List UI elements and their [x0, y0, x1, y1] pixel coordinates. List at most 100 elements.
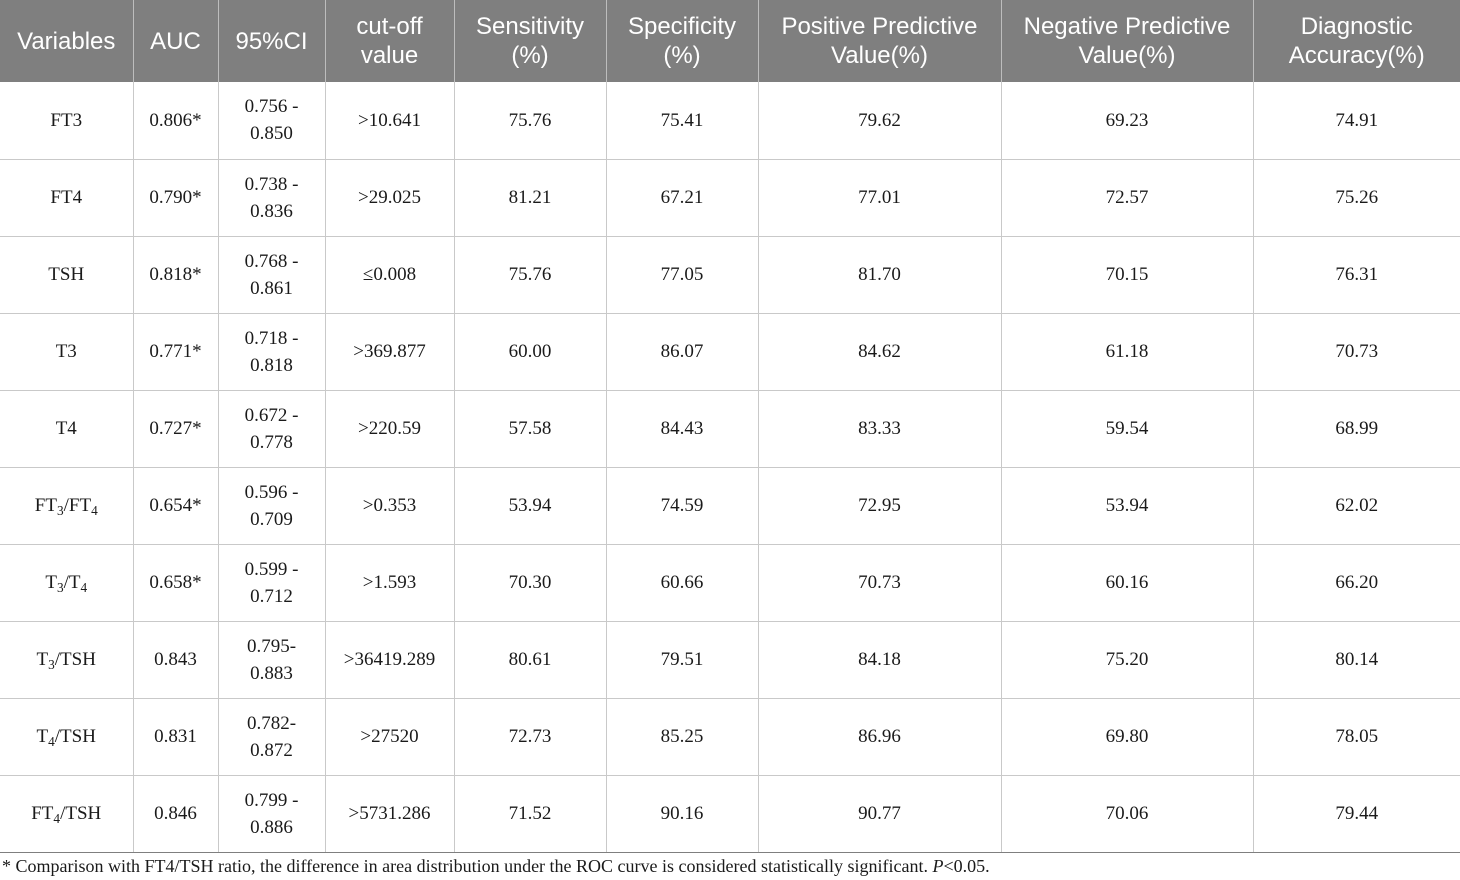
- cell-sensitivity: 71.52: [454, 775, 607, 853]
- variable-subscript-a: 4: [48, 733, 55, 749]
- results-table: Variables AUC 95%CI cut-off value Sensit…: [0, 0, 1460, 853]
- cell-ci: 0.768 - 0.861: [218, 236, 326, 314]
- cell-cutoff: >36419.289: [325, 621, 455, 699]
- cell-npv: 72.57: [1001, 159, 1254, 237]
- variable-subscript-b: 4: [80, 579, 88, 595]
- cell-auc: 0.843: [133, 621, 219, 699]
- cell-cutoff: >10.641: [325, 82, 455, 160]
- variable-part-b: /TSH: [54, 726, 96, 747]
- ci-lower: 0.799 -: [244, 789, 299, 811]
- cell-ppv: 86.96: [758, 698, 1002, 776]
- ci-upper: 0.886: [250, 816, 293, 838]
- variable-part-b: /FT: [63, 495, 92, 516]
- cell-cutoff: >5731.286: [325, 775, 455, 853]
- cell-npv: 61.18: [1001, 313, 1254, 391]
- variable-part-a: FT: [31, 803, 54, 824]
- ci-upper: 0.872: [250, 739, 293, 761]
- cell-sensitivity: 72.73: [454, 698, 607, 776]
- cell-variable: T3/T4: [0, 544, 134, 622]
- table-row: FT4/TSH 0.846 0.799 -0.886 >5731.286 71.52 90…: [0, 775, 1460, 853]
- variable-part-a: T: [36, 649, 49, 670]
- variable-part-b: /TSH: [60, 803, 102, 824]
- cell-ppv: 70.73: [758, 544, 1002, 622]
- variable-part-a: TSH: [48, 264, 85, 285]
- ci-lower: 0.768 -: [244, 250, 299, 272]
- cell-cutoff: >369.877: [325, 313, 455, 391]
- cell-sensitivity: 81.21: [454, 159, 607, 237]
- cell-auc: 0.806*: [133, 82, 219, 160]
- ci-upper: 0.836: [250, 200, 293, 222]
- cell-sensitivity: 53.94: [454, 467, 607, 545]
- header-row: Variables AUC 95%CI cut-off value Sensit…: [0, 0, 1460, 82]
- cell-sensitivity: 60.00: [454, 313, 607, 391]
- table-row: T4 0.727* 0.672 - 0.778 >220.59 57.58 84.43 83.…: [0, 390, 1460, 468]
- ci-upper: 0.850: [250, 123, 293, 145]
- footnote-p-label: P: [932, 856, 944, 876]
- cell-variable: T3/TSH: [0, 621, 134, 699]
- cell-ci: 0.756 - 0.850: [218, 82, 326, 160]
- table-row: T3 0.771* 0.718 - 0.818 >369.877 60.00 86.07 84…: [0, 313, 1460, 391]
- cell-accuracy: 74.91: [1253, 82, 1460, 160]
- cell-cutoff: >29.025: [325, 159, 455, 237]
- variable-subscript-a: 4: [53, 810, 61, 826]
- ci-upper: 0.778: [250, 431, 293, 453]
- cell-npv: 60.16: [1001, 544, 1254, 622]
- ci-upper: 0.883: [250, 662, 293, 684]
- header-ci: 95%CI: [218, 0, 326, 82]
- cell-cutoff: ≤0.008: [325, 236, 455, 314]
- cell-npv: 75.20: [1001, 621, 1254, 699]
- cell-accuracy: 80.14: [1253, 621, 1460, 699]
- cell-auc: 0.846: [133, 775, 219, 853]
- header-npv: Negative Predictive Value(%): [1001, 0, 1254, 82]
- cell-sensitivity: 70.30: [454, 544, 607, 622]
- cell-npv: 69.80: [1001, 698, 1254, 776]
- cell-accuracy: 76.31: [1253, 236, 1460, 314]
- ci-lower: 0.672 -: [244, 404, 299, 426]
- variable-subscript-a: 3: [48, 656, 55, 672]
- variable-subscript-a: 3: [56, 579, 64, 595]
- cell-variable: T3: [0, 313, 134, 391]
- ci-upper: 0.709: [250, 508, 293, 530]
- cell-ppv: 84.62: [758, 313, 1002, 391]
- ci-lower: 0.718 -: [244, 327, 299, 349]
- cell-accuracy: 62.02: [1253, 467, 1460, 545]
- header-specificity: Specificity (%): [606, 0, 759, 82]
- ci-lower: 0.596 -: [244, 481, 299, 503]
- cell-ci: 0.672 - 0.778: [218, 390, 326, 468]
- table-row: FT3/FT4 0.654* 0.596 -0.709 >0.353 53.94 74.5…: [0, 467, 1460, 545]
- cell-specificity: 67.21: [606, 159, 759, 237]
- variable-part-a: T: [36, 726, 49, 747]
- variable-subscript-b: 4: [91, 502, 98, 518]
- table-row: T3/T4 0.658* 0.599 -0.712 >1.593 70.30 60.66 7…: [0, 544, 1460, 622]
- header-accuracy: Diagnostic Accuracy(%): [1253, 0, 1460, 82]
- table-row: T3/TSH 0.843 0.795- 0.883 >36419.289 80.61 79.…: [0, 621, 1460, 699]
- cell-accuracy: 79.44: [1253, 775, 1460, 853]
- ci-upper: 0.818: [250, 354, 293, 376]
- variable-part-a: T: [45, 572, 57, 593]
- cell-ppv: 90.77: [758, 775, 1002, 853]
- header-cutoff: cut-off value: [325, 0, 455, 82]
- cell-auc: 0.771*: [133, 313, 219, 391]
- table-row: T4/TSH 0.831 0.782- 0.872 >27520 72.73 85.25 86…: [0, 698, 1460, 776]
- table-row: FT3 0.806* 0.756 - 0.850 >10.641 75.76 75.41 79…: [0, 82, 1460, 160]
- header-variables: Variables: [0, 0, 134, 82]
- cell-ci: 0.782- 0.872: [218, 698, 326, 776]
- cell-specificity: 84.43: [606, 390, 759, 468]
- cell-specificity: 85.25: [606, 698, 759, 776]
- header-ppv: Positive Predictive Value(%): [758, 0, 1002, 82]
- variable-part-a: FT3: [50, 109, 83, 131]
- cell-npv: 70.06: [1001, 775, 1254, 853]
- cell-npv: 69.23: [1001, 82, 1254, 160]
- cell-ci: 0.795- 0.883: [218, 621, 326, 699]
- cell-auc: 0.727*: [133, 390, 219, 468]
- cell-variable: FT4/TSH: [0, 775, 134, 853]
- variable-part-a: FT: [34, 495, 57, 516]
- cell-specificity: 90.16: [606, 775, 759, 853]
- cell-variable: TSH: [0, 236, 134, 314]
- cell-sensitivity: 80.61: [454, 621, 607, 699]
- variable-subscript-a: 3: [56, 502, 64, 518]
- variable-part-a: T3: [55, 341, 77, 362]
- footnote-text: * Comparison with FT4/TSH ratio, the dif…: [2, 856, 933, 876]
- ci-lower: 0.738 -: [244, 173, 299, 195]
- cell-ppv: 81.70: [758, 236, 1002, 314]
